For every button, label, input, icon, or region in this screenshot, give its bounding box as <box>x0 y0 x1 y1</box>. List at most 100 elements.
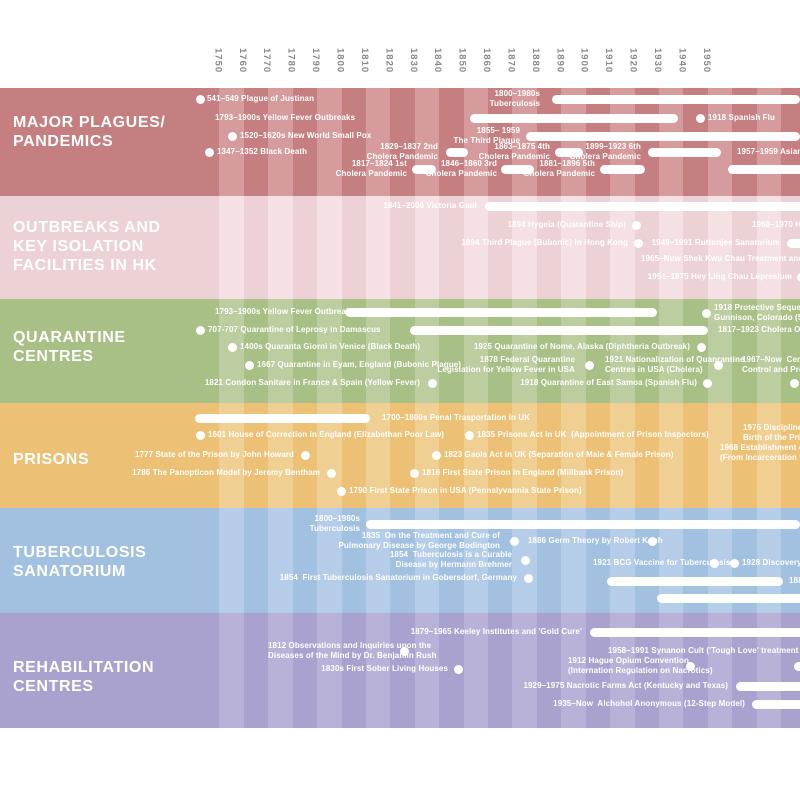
band-tb-sanatorium: TUBERCULOSIS SANATORIUM 1800–1980s Tuberc… <box>0 508 800 613</box>
event-label: 707-707 Quarantine of Leprosy in Damascu… <box>208 325 381 334</box>
event-label: 1846–1860 3rd Cholera Pandemic <box>425 159 497 178</box>
year-label: 1790 <box>310 48 322 74</box>
band-prisons: PRISONS 1700–1800s Penal Trasportation in… <box>0 403 800 508</box>
band-title: QUARANTINE CENTRES <box>13 329 126 365</box>
event-bar <box>501 164 534 174</box>
event-bar <box>590 627 800 637</box>
event-label: 1918 Spanish Flu <box>708 113 775 122</box>
decade-stripe <box>707 403 733 508</box>
event-label: 1863–1875 4th Cholera Pandemic <box>478 142 550 161</box>
event-label: 1830s First Sober Living Houses <box>321 664 448 673</box>
decade-stripe <box>463 196 489 299</box>
event-dot <box>205 147 214 157</box>
event-dot <box>337 486 346 496</box>
event-label: 1601 House of Correction in England (Eli… <box>208 430 445 439</box>
event-label: 1835 On the Treatment and Cure of Pulmon… <box>338 531 500 550</box>
event-label: 1817–1923 Cholera Outbreaks <box>718 325 800 334</box>
decade-stripe <box>756 88 782 196</box>
event-label: 1921 BCG Vaccine for Tuberculosis <box>593 558 731 567</box>
event-dot <box>521 555 530 565</box>
event-dot <box>196 325 205 335</box>
decade-stripe <box>463 613 489 728</box>
decade-stripe <box>268 508 293 613</box>
event-dot <box>400 646 409 656</box>
year-label: 1860 <box>481 48 493 74</box>
event-dot <box>790 378 799 388</box>
event-label: 1520–1620s New World Small Pox <box>240 131 372 140</box>
year-label: 1780 <box>285 48 297 74</box>
decade-stripe <box>219 508 244 613</box>
event-label: 1899–1923 6th Cholera Pandemic <box>569 142 641 161</box>
event-label: 1800–1980s Tuberculosis <box>309 514 360 533</box>
band-quarantine-centres: QUARANTINE CENTRES 1793–1900s Yellow Feve… <box>0 299 800 403</box>
year-label: 1940 <box>676 48 688 74</box>
event-dot <box>196 430 205 440</box>
event-dot <box>428 378 437 388</box>
event-label: 1879–1965 Keeley Institutes and 'Gold Cu… <box>410 627 582 636</box>
event-bar <box>195 413 370 423</box>
decade-stripe <box>268 299 293 403</box>
decade-stripe <box>317 88 342 196</box>
event-dot <box>632 220 641 230</box>
decade-stripe <box>561 613 586 728</box>
event-label: 1855– 1959 The Third Plague <box>453 126 520 145</box>
decade-stripe <box>707 299 733 403</box>
event-label: 1793–1900s Yellow Fever Outbreaks <box>215 113 356 122</box>
event-label: 1667 Quarantine in Eyam, England (Buboni… <box>257 360 462 369</box>
event-dot <box>697 342 706 352</box>
decade-stripe <box>756 299 782 403</box>
decade-stripe <box>512 613 537 728</box>
decade-stripe <box>414 613 440 728</box>
event-label: 1854 Tuberculosis is a Curable Disease b… <box>389 550 512 569</box>
event-label: 1347–1352 Black Death <box>217 147 308 156</box>
event-label: 1918 Quarantine of East Samoa (Spanish F… <box>520 378 697 387</box>
year-label: 1770 <box>261 48 273 74</box>
event-label: 1400s Quaranta Giorni in Venice (Black D… <box>240 342 421 351</box>
event-label: 1823 Gaols Act in UK (Separation of Male… <box>444 450 674 459</box>
decade-stripe <box>756 403 782 508</box>
event-bar <box>657 593 800 603</box>
event-label: 1817–1824 1st Cholera Pandemic <box>335 159 407 178</box>
event-label: 1968 Establishment of KRO (From Incarcer… <box>720 443 800 462</box>
event-label: 1918 Protective Sequestration of Gunniso… <box>714 303 800 322</box>
decade-stripe <box>219 196 244 299</box>
event-dot <box>585 360 594 370</box>
event-label: 1965–Now Shek Kwu Chau Treatment and Reh… <box>641 254 800 263</box>
year-label: 1950 <box>700 48 712 74</box>
decade-stripe <box>561 196 586 299</box>
event-dot <box>686 661 695 671</box>
event-label: 1700–1800s Penal Trasportation in UK <box>382 413 531 422</box>
decade-stripe <box>707 196 733 299</box>
event-label: 1921 Nationalization of Quanrantine Cent… <box>605 355 745 374</box>
event-dot <box>730 558 739 568</box>
event-dot <box>696 113 705 123</box>
event-label: 1975 Discipline and Punish: The Birth of… <box>743 423 800 442</box>
event-bar <box>552 94 800 104</box>
event-dot <box>702 308 711 318</box>
decade-stripe <box>317 299 342 403</box>
decade-stripe <box>658 299 684 403</box>
event-dot <box>524 573 533 583</box>
event-label: 1957–1959 Asian Flu <box>737 147 800 156</box>
event-label: 1951–1975 Hey Ling Chau Lepresium <box>647 272 792 281</box>
event-bar <box>787 238 800 248</box>
decade-stripe <box>268 88 293 196</box>
decade-stripe <box>317 508 342 613</box>
event-dot <box>432 450 441 460</box>
year-label: 1820 <box>383 48 395 74</box>
event-label: 1793–1900s Yellow Fever Outbreaks <box>215 307 356 316</box>
decade-stripe <box>219 613 244 728</box>
decade-stripe <box>756 196 782 299</box>
band-title: PRISONS <box>13 451 90 468</box>
decade-stripe <box>658 196 684 299</box>
year-label: 1930 <box>651 48 663 74</box>
event-label: 1878 Federal Quarantine Legislation for … <box>437 355 575 374</box>
event-bar <box>412 164 436 174</box>
decade-stripe <box>268 196 293 299</box>
year-label: 1910 <box>603 48 615 74</box>
event-dot <box>797 272 800 282</box>
event-label: 1829–1837 2nd Cholera Pandemic <box>366 142 438 161</box>
year-label: 1800 <box>334 48 346 74</box>
event-label: 1821 Condon Sanitare in France & Spain (… <box>204 378 420 387</box>
